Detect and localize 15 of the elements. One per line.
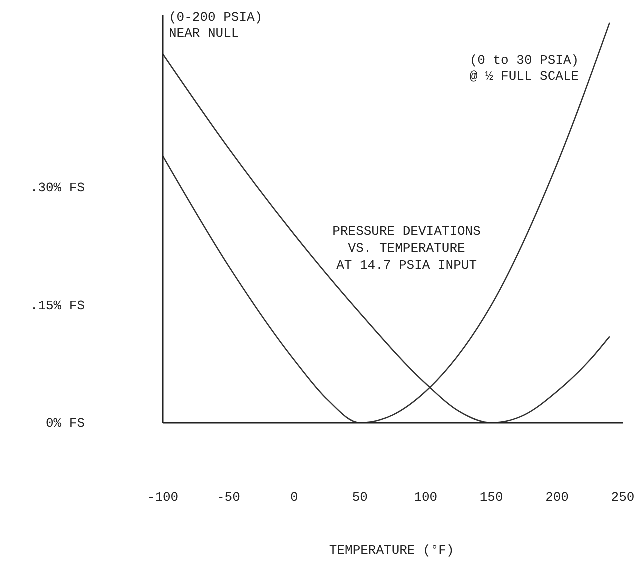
series-label: (0-200 PSIA) NEAR NULL [169,10,263,42]
x-tick-label: -100 [147,490,179,505]
x-tick-label: 150 [480,490,504,505]
y-tick-label: .30% FS [30,180,86,196]
y-tick-label: .15% FS [30,298,86,314]
x-tick-label: 50 [352,490,368,505]
x-tick-label: 200 [546,490,569,505]
text: PRESSURE DEVIATIONS VS. TEMPERATURE AT 14.7 PSIA INPUT [332,222,482,274]
x-tick-label: 0 [290,490,298,505]
series-label: (0 to 30 PSIA) @ ½ FULL SCALE [470,52,580,85]
x-tick-label: 250 [611,490,635,505]
x-tick-label: 100 [414,490,438,505]
y-tick-label: 0% FS [46,416,86,431]
x-tick-label: -50 [217,490,240,505]
x-axis-title: TEMPERATURE (°F) [328,543,456,558]
